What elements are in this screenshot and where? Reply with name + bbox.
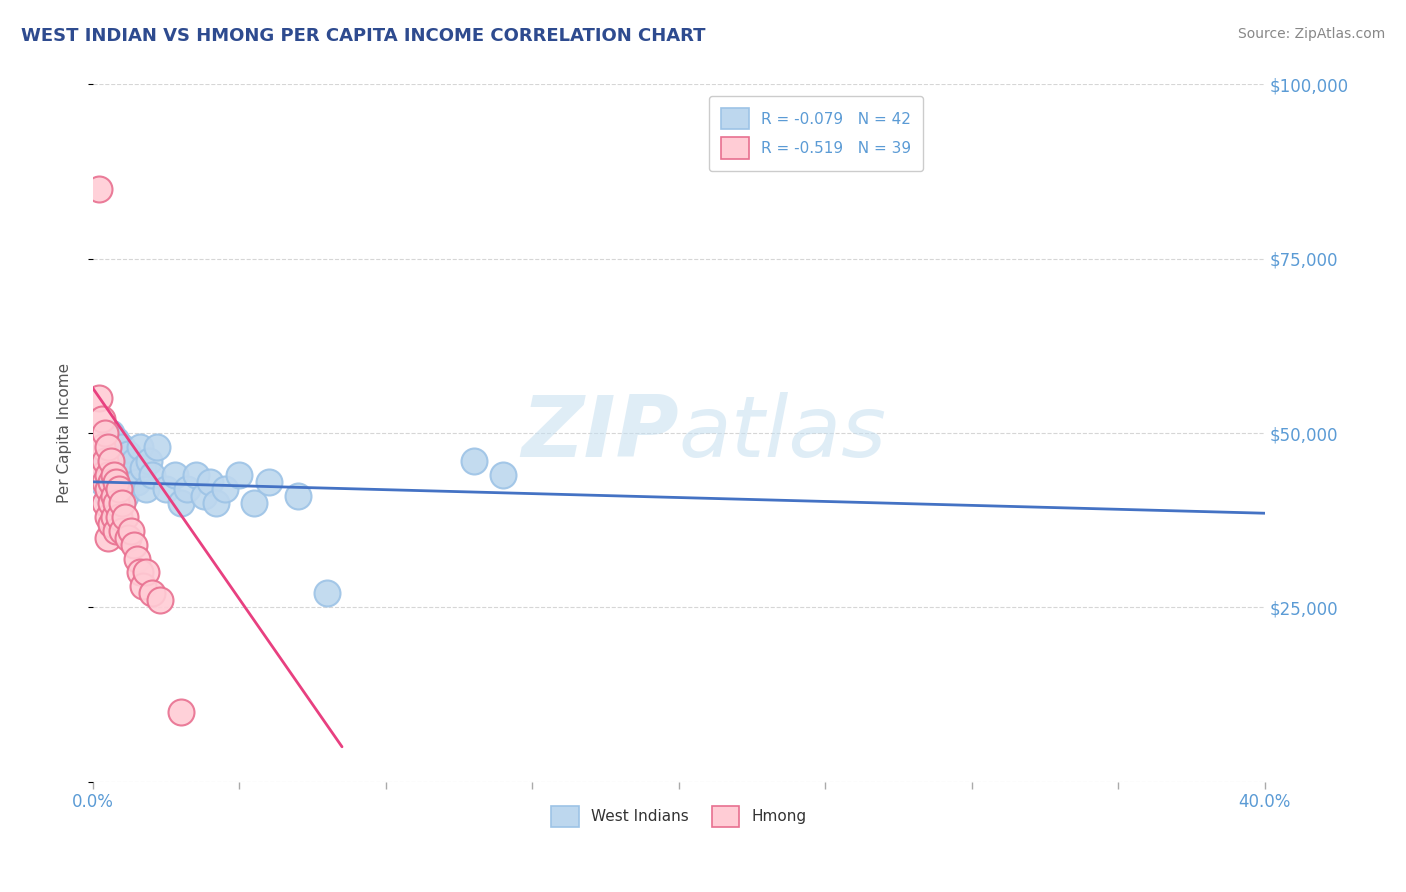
Point xyxy=(93,475,115,489)
Text: ZIP: ZIP xyxy=(522,392,679,475)
Point xyxy=(198,475,221,489)
Point xyxy=(108,509,131,524)
Text: atlas: atlas xyxy=(679,392,887,475)
Point xyxy=(132,461,155,475)
Point xyxy=(93,496,115,510)
Point xyxy=(97,440,120,454)
Point xyxy=(149,593,172,607)
Point xyxy=(100,475,122,489)
Point xyxy=(111,524,134,538)
Point xyxy=(97,489,120,503)
Point xyxy=(117,531,139,545)
Point xyxy=(108,454,131,468)
Point xyxy=(184,467,207,482)
Point xyxy=(135,482,157,496)
Point xyxy=(141,586,163,600)
Point xyxy=(90,475,112,489)
Point xyxy=(93,454,115,468)
Point xyxy=(87,182,110,196)
Point xyxy=(111,440,134,454)
Point xyxy=(100,516,122,531)
Point xyxy=(193,489,215,503)
Point xyxy=(111,496,134,510)
Point xyxy=(463,454,485,468)
Point xyxy=(100,425,122,440)
Point xyxy=(125,551,148,566)
Point xyxy=(90,412,112,426)
Point xyxy=(100,496,122,510)
Point xyxy=(214,482,236,496)
Point xyxy=(257,475,280,489)
Point xyxy=(103,482,125,496)
Point xyxy=(97,509,120,524)
Point xyxy=(170,496,193,510)
Point xyxy=(163,467,186,482)
Point xyxy=(132,579,155,593)
Point xyxy=(114,509,136,524)
Point xyxy=(114,489,136,503)
Point xyxy=(103,509,125,524)
Point xyxy=(100,467,122,482)
Point xyxy=(135,566,157,580)
Point xyxy=(90,440,112,454)
Point xyxy=(170,705,193,719)
Point xyxy=(128,566,150,580)
Point xyxy=(138,454,160,468)
Point xyxy=(122,454,145,468)
Point xyxy=(155,482,177,496)
Point xyxy=(87,391,110,405)
Text: Source: ZipAtlas.com: Source: ZipAtlas.com xyxy=(1237,27,1385,41)
Point xyxy=(93,425,115,440)
Point xyxy=(105,433,128,447)
Point xyxy=(105,524,128,538)
Point xyxy=(105,475,128,489)
Point xyxy=(108,496,131,510)
Point xyxy=(100,454,122,468)
Point xyxy=(287,489,309,503)
Point xyxy=(114,461,136,475)
Point xyxy=(97,482,120,496)
Point xyxy=(97,467,120,482)
Point xyxy=(117,447,139,461)
Point xyxy=(176,482,198,496)
Point xyxy=(125,475,148,489)
Point xyxy=(97,440,120,454)
Point xyxy=(141,467,163,482)
Point xyxy=(103,447,125,461)
Point xyxy=(105,475,128,489)
Text: WEST INDIAN VS HMONG PER CAPITA INCOME CORRELATION CHART: WEST INDIAN VS HMONG PER CAPITA INCOME C… xyxy=(21,27,706,45)
Point xyxy=(105,496,128,510)
Point xyxy=(90,467,112,482)
Point xyxy=(111,475,134,489)
Legend: West Indians, Hmong: West Indians, Hmong xyxy=(546,799,813,833)
Point xyxy=(120,524,142,538)
Point xyxy=(97,531,120,545)
Point xyxy=(108,482,131,496)
Point xyxy=(492,467,515,482)
Point xyxy=(205,496,228,510)
Point xyxy=(243,496,266,510)
Point xyxy=(146,440,169,454)
Point xyxy=(316,586,339,600)
Point xyxy=(128,440,150,454)
Point xyxy=(122,538,145,552)
Y-axis label: Per Capita Income: Per Capita Income xyxy=(58,363,72,503)
Point xyxy=(120,467,142,482)
Point xyxy=(103,467,125,482)
Point xyxy=(228,467,250,482)
Point xyxy=(103,489,125,503)
Point xyxy=(93,454,115,468)
